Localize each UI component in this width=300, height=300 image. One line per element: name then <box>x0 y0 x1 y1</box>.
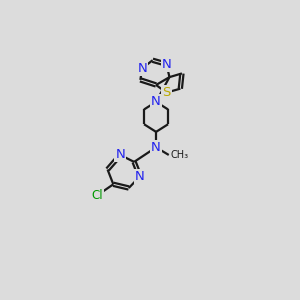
Text: N: N <box>151 95 161 108</box>
Text: Cl: Cl <box>91 189 103 202</box>
Text: N: N <box>151 141 161 154</box>
Text: N: N <box>137 62 147 75</box>
Text: N: N <box>162 58 171 71</box>
Text: CH₃: CH₃ <box>171 150 189 160</box>
Text: N: N <box>135 170 145 183</box>
Text: S: S <box>162 86 171 99</box>
Text: N: N <box>116 148 125 161</box>
